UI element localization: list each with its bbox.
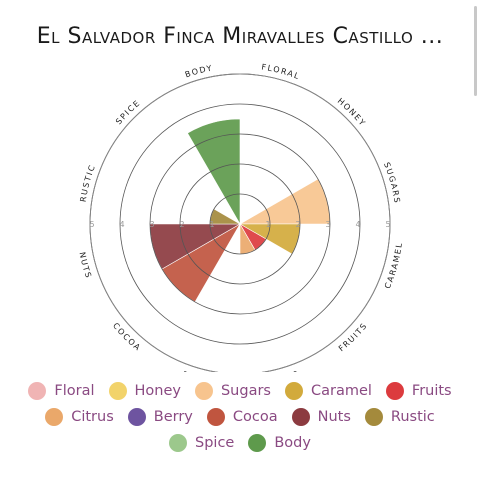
legend-item-cocoa[interactable]: Cocoa [206, 408, 278, 426]
legend-item-floral[interactable]: Floral [28, 382, 95, 400]
axis-label-text: FLORAL [261, 62, 300, 81]
legend-label: Body [274, 435, 311, 451]
axis-label-fruits: FRUITS [337, 321, 369, 353]
axis-label-text: RUSTIC [79, 163, 96, 203]
legend-item-fruits[interactable]: Fruits [385, 382, 452, 400]
axis-label-sugars: SUGARS [382, 161, 402, 205]
legend-label: Cocoa [232, 409, 278, 425]
tick-label-4-left: 4 [119, 220, 124, 229]
axis-label-cocoa: COCOA [111, 321, 143, 353]
axis-label-rustic: RUSTIC [79, 163, 98, 203]
legend-swatch [291, 408, 310, 426]
legend-item-spice[interactable]: Spice [169, 434, 234, 452]
tick-label-5-right: 5 [385, 220, 390, 229]
axis-label-floral: FLORAL [261, 62, 302, 81]
axis-label-text: SPICE [114, 98, 141, 126]
grid-ring-4 [119, 103, 361, 345]
legend-swatch [194, 382, 213, 400]
axis-labels-layer: FLORALHONEYSUGARSCARAMELFRUITSCITRUSBERR… [78, 62, 404, 372]
legend-label: Spice [195, 435, 235, 451]
legend-swatch [284, 382, 303, 400]
legend-item-berry[interactable]: Berry [127, 408, 193, 426]
outer-ring [89, 73, 391, 372]
axis-label-text: NUTS [78, 251, 92, 280]
legend-row: Floral Honey Sugars Caramel Fruits [0, 378, 480, 404]
chart-legend: Floral Honey Sugars Caramel Fruits Citrus Ber… [0, 378, 480, 456]
grid-ring-3 [149, 133, 331, 315]
tick-label-2-left: 2 [179, 220, 184, 229]
legend-item-caramel[interactable]: Caramel [284, 382, 372, 400]
legend-label: Citrus [71, 409, 114, 425]
legend-label: Sugars [220, 383, 271, 399]
tick-label-1-left: 1 [209, 220, 214, 229]
legend-swatch [108, 382, 127, 400]
legend-swatch [127, 408, 146, 426]
tick-label-3-right: 3 [325, 220, 330, 229]
legend-item-rustic[interactable]: Rustic [364, 408, 435, 426]
legend-label: Honey [134, 383, 181, 399]
legend-label: Fruits [411, 383, 452, 399]
grid-ring-1 [209, 193, 271, 255]
legend-swatch [206, 408, 225, 426]
tick-label-3-left: 3 [149, 220, 154, 229]
legend-label: Berry [153, 409, 193, 425]
scrollbar-thumb[interactable] [474, 6, 477, 96]
legend-item-citrus[interactable]: Citrus [45, 408, 114, 426]
legend-item-sugars[interactable]: Sugars [194, 382, 271, 400]
legend-label: Floral [54, 383, 95, 399]
bars-layer [149, 118, 331, 303]
chart-title: El Salvador Finca Miravalles Castillo ..… [36, 24, 444, 49]
axis-label-nuts: NUTS [78, 251, 94, 280]
axis-label-text: CARAMEL [383, 241, 403, 290]
legend-swatch [45, 408, 64, 426]
legend-label: Nuts [317, 409, 351, 425]
axis-label-text: SUGARS [382, 161, 400, 205]
legend-item-nuts[interactable]: Nuts [291, 408, 351, 426]
tick-label-5-left: 5 [89, 220, 94, 229]
tick-label-1-right: 1 [265, 220, 270, 229]
grid-layer [89, 73, 391, 372]
legend-swatch [169, 434, 188, 452]
axis-label-text: FRUITS [337, 321, 368, 353]
tick-labels-layer: 1 1 2 2 3 3 4 4 5 5 [89, 220, 390, 229]
legend-swatch [248, 434, 267, 452]
legend-swatch [364, 408, 383, 426]
bar-body [187, 118, 241, 226]
tick-label-4-right: 4 [355, 220, 360, 229]
axis-label-caramel: CARAMEL [383, 241, 404, 290]
grid-ring-2 [179, 163, 301, 285]
tick-label-2-right: 2 [295, 220, 300, 229]
flavor-wheel-chart: FLORALHONEYSUGARSCARAMELFRUITSCITRUSBERR… [78, 62, 404, 372]
legend-item-honey[interactable]: Honey [108, 382, 181, 400]
legend-label: Caramel [310, 383, 372, 399]
axis-label-spice: SPICE [114, 98, 142, 126]
legend-row: Citrus Berry Cocoa Nuts Rustic [0, 404, 480, 430]
axis-label-text: COCOA [111, 321, 141, 353]
legend-item-body[interactable]: Body [248, 434, 311, 452]
legend-row: Spice Body [0, 430, 480, 456]
legend-swatch [385, 382, 404, 400]
legend-label: Rustic [390, 409, 435, 425]
legend-swatch [28, 382, 47, 400]
bar-sugars [238, 178, 331, 225]
